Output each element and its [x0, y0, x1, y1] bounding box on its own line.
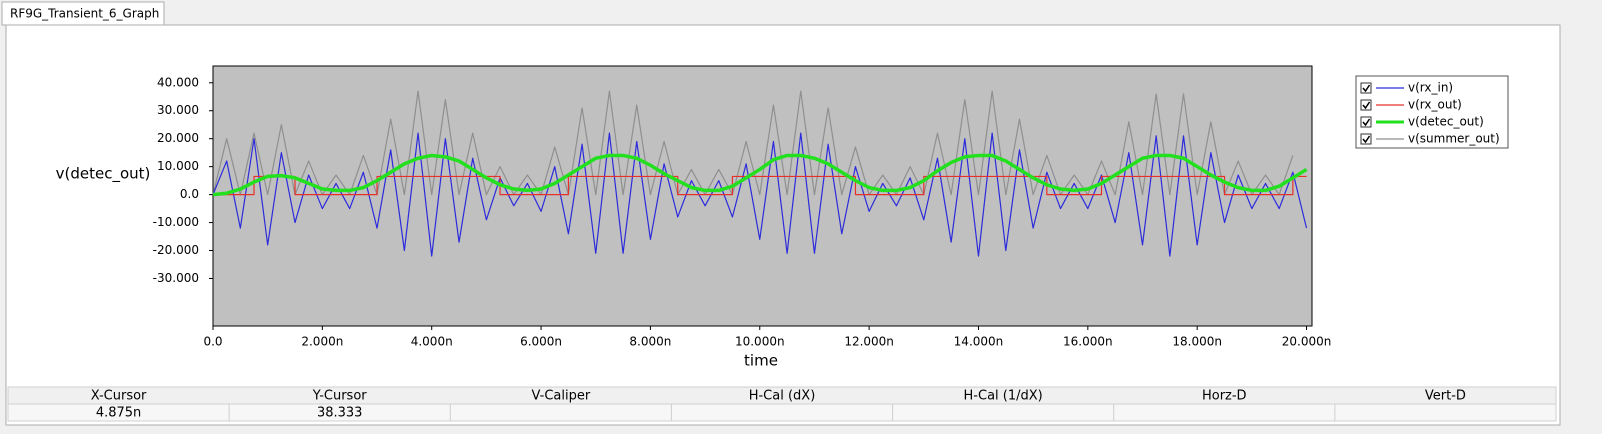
table-value: 4.875n — [96, 406, 141, 421]
plot-area — [212, 65, 1313, 327]
x-tick-label: 16.000n — [1063, 335, 1113, 349]
table-header: H-Cal (1/dX) — [964, 389, 1043, 404]
legend-checkbox[interactable] — [1360, 82, 1372, 94]
tab-title: RF9G_Transient_6_Graph — [10, 7, 159, 21]
table-value-row — [7, 403, 1557, 422]
table-value: 38.333 — [317, 406, 363, 421]
x-tick-label: 10.000n — [735, 335, 785, 349]
x-tick-label: 0.0 — [203, 335, 222, 349]
y-tick-label: -20.000 — [153, 243, 199, 257]
x-tick-label: 6.000n — [520, 335, 562, 349]
legend-label: v(summer_out) — [1408, 132, 1500, 146]
y-tick-label: -30.000 — [153, 271, 199, 285]
legend-checkbox[interactable] — [1360, 133, 1372, 145]
y-tick-label: 0.0 — [180, 187, 199, 201]
legend-check — [1362, 135, 1371, 144]
legend-label: v(rx_in) — [1408, 81, 1453, 95]
y-tick-label: 20.000 — [157, 131, 199, 145]
legend-label: v(rx_out) — [1408, 98, 1462, 112]
table-header: X-Cursor — [91, 389, 147, 404]
x-axis-label: time — [744, 352, 778, 370]
x-tick-label: 18.000n — [1172, 335, 1222, 349]
series-line — [212, 153, 1308, 197]
legend-check — [1362, 118, 1371, 127]
table-header: Vert-D — [1425, 389, 1466, 404]
y-axis-label: v(detec_out) — [56, 165, 151, 184]
y-tick-label: 10.000 — [157, 159, 199, 173]
y-tick-label: 40.000 — [157, 75, 199, 89]
x-tick-label: 14.000n — [954, 335, 1004, 349]
legend-label: v(detec_out) — [1408, 115, 1484, 129]
table-header: H-Cal (dX) — [749, 389, 816, 404]
y-tick-label: -10.000 — [153, 215, 199, 229]
table-header: Horz-D — [1202, 389, 1247, 404]
x-tick-label: 20.000n — [1282, 335, 1332, 349]
legend — [1355, 75, 1509, 149]
series-line — [212, 90, 1294, 196]
x-tick-label: 12.000n — [844, 335, 894, 349]
legend-checkbox[interactable] — [1360, 99, 1372, 111]
legend-checkbox[interactable] — [1360, 116, 1372, 128]
table-header: Y-Cursor — [312, 389, 367, 404]
x-tick-label: 2.000n — [301, 335, 343, 349]
legend-check — [1362, 84, 1371, 93]
x-tick-label: 8.000n — [629, 335, 671, 349]
table-header: V-Caliper — [532, 389, 591, 404]
legend-check — [1362, 101, 1371, 110]
x-tick-label: 4.000n — [411, 335, 453, 349]
y-tick-label: 30.000 — [157, 103, 199, 117]
